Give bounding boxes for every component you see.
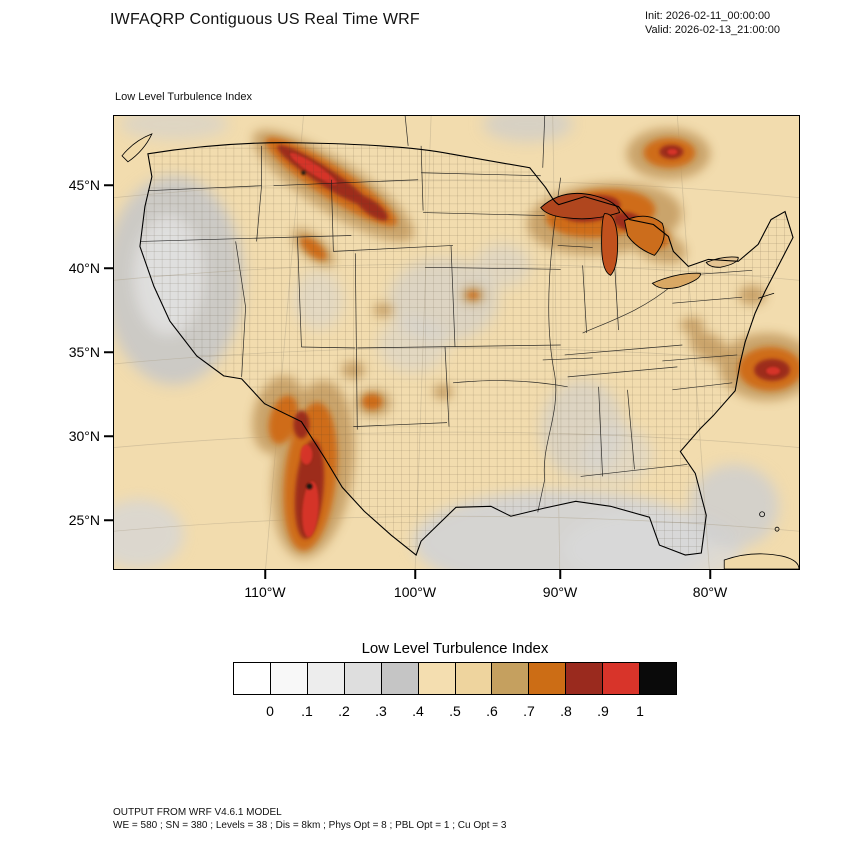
bahamas-island	[774, 526, 780, 532]
legend-cell	[343, 662, 382, 695]
lon-tick-mark	[414, 570, 416, 579]
lat-tick-label: 25°N	[68, 512, 100, 528]
lat-tick-label: 35°N	[68, 344, 100, 360]
legend-cell	[417, 662, 456, 695]
county-boundaries-layer	[139, 142, 794, 556]
lon-tick-mark	[559, 570, 561, 579]
coastline	[139, 142, 794, 556]
map-field-label: Low Level Turbulence Index	[115, 91, 252, 103]
legend-cell	[528, 662, 567, 695]
lon-tick-mark	[264, 570, 266, 579]
init-time-label: Init: 2026-02-11_00:00:00	[645, 10, 771, 22]
footer-notes: OUTPUT FROM WRF V4.6.1 MODEL WE = 580 ; …	[113, 806, 506, 832]
state-boundaries	[140, 116, 753, 513]
legend-tick-label: 0	[266, 703, 274, 719]
lake-ontario	[705, 256, 739, 268]
legend-cell	[233, 662, 271, 695]
lake-michigan	[601, 213, 619, 276]
legend-tick-label: .1	[301, 703, 313, 719]
lon-tick-label: 80°W	[692, 584, 728, 600]
valid-time-label: Valid: 2026-02-13_21:00:00	[645, 24, 780, 36]
run-info: Init: 2026-02-11_00:00:00 Valid: 2026-02…	[645, 9, 780, 37]
lat-tick-label: 45°N	[68, 177, 100, 193]
legend-cell	[380, 662, 419, 695]
legend-tick-label: 1	[636, 703, 644, 719]
legend-title: Low Level Turbulence Index	[361, 640, 549, 657]
lon-tick-label: 110°W	[244, 584, 286, 600]
long-island	[758, 292, 775, 299]
legend-cell	[269, 662, 308, 695]
lake-erie	[651, 272, 701, 289]
footer-model-line: OUTPUT FROM WRF V4.6.1 MODEL	[113, 807, 282, 818]
bahamas-island	[759, 511, 765, 518]
legend-bar	[233, 662, 678, 695]
cuba-coast	[723, 553, 799, 569]
lon-tick-label: 90°W	[542, 584, 578, 600]
legend-tick-label: .8	[560, 703, 572, 719]
lon-tick-mark	[709, 570, 711, 579]
vancouver-island	[121, 133, 153, 163]
legend-cell	[306, 662, 345, 695]
lat-tick-mark	[104, 267, 113, 269]
lat-tick-mark	[104, 519, 113, 521]
legend-tick-label: .7	[523, 703, 535, 719]
map-frame	[113, 115, 800, 570]
lat-tick-label: 40°N	[68, 260, 100, 276]
page-title: IWFAQRP Contiguous US Real Time WRF	[110, 11, 420, 28]
legend-tick-label: .4	[412, 703, 424, 719]
lat-tick-mark	[104, 351, 113, 353]
lake-huron	[623, 215, 665, 256]
lat-tick-mark	[104, 184, 113, 186]
legend-tick-label: .3	[375, 703, 387, 719]
legend-tick-label: .9	[597, 703, 609, 719]
lat-tick-mark	[104, 435, 113, 437]
lake-superior	[540, 192, 621, 220]
legend-tick-label: .2	[338, 703, 350, 719]
legend-cell	[639, 662, 678, 695]
lat-tick-label: 30°N	[68, 428, 100, 444]
footer-config-line: WE = 580 ; SN = 380 ; Levels = 38 ; Dis …	[113, 820, 507, 831]
us-turbulence-map-graphic	[114, 116, 799, 569]
legend-tick-label: .5	[449, 703, 461, 719]
legend-tick-label: .6	[486, 703, 498, 719]
great-lakes	[540, 192, 739, 289]
legend-cell	[565, 662, 604, 695]
legend-ticks: 0 .1 .2 .3 .4 .5 .6 .7 .8 .9 1	[233, 703, 677, 723]
island-coast-features	[121, 133, 799, 569]
legend-cell	[602, 662, 641, 695]
legend-cell	[491, 662, 530, 695]
lon-tick-label: 100°W	[393, 584, 437, 600]
legend-cell	[454, 662, 493, 695]
